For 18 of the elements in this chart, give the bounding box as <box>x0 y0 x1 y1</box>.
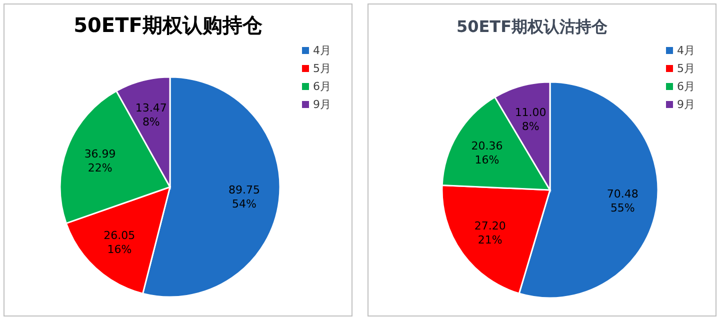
legend-label: 5月 <box>677 62 695 75</box>
legend-label: 6月 <box>313 80 331 93</box>
legend-label: 5月 <box>313 62 331 75</box>
data-label: 36.99 22% <box>84 147 116 174</box>
legend-label: 9月 <box>313 98 331 111</box>
data-label: 27.20 21% <box>474 220 506 247</box>
legend-label: 4月 <box>313 44 331 57</box>
legend-label: 6月 <box>677 80 695 93</box>
data-label: 13.47 8% <box>135 102 167 129</box>
data-label: 26.05 16% <box>104 229 136 256</box>
chart-title: 50ETF期权认沽持仓 <box>456 17 609 36</box>
legend-label: 4月 <box>677 44 695 57</box>
data-label: 70.48 55% <box>606 188 638 215</box>
chart-title: 50ETF期权认购持仓 <box>74 13 264 37</box>
data-label: 11.00 8% <box>514 106 546 134</box>
legend-label: 9月 <box>677 98 695 111</box>
data-label: 89.75 54% <box>228 183 260 210</box>
data-label: 20.36 16% <box>471 139 503 166</box>
